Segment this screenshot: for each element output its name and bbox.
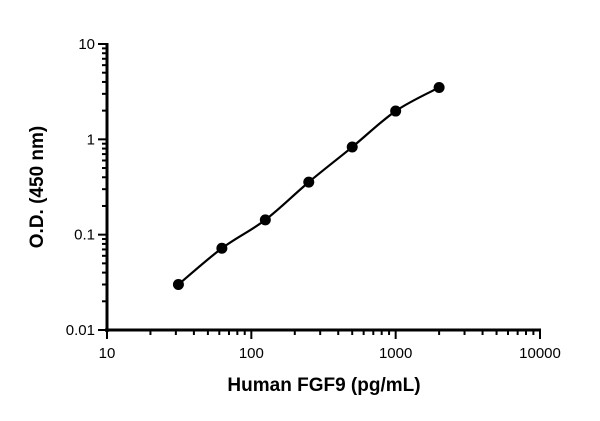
data-point bbox=[216, 242, 228, 254]
data-point bbox=[303, 176, 315, 188]
x-tick-label: 1000 bbox=[379, 345, 412, 362]
x-tick-label: 10000 bbox=[519, 345, 561, 362]
x-axis-title: Human FGF9 (pg/mL) bbox=[227, 375, 420, 396]
data-point bbox=[259, 214, 271, 226]
y-tick-label: 10 bbox=[78, 36, 95, 53]
y-tick-label: 0.1 bbox=[74, 227, 95, 244]
y-axis-title: O.D. (450 nm) bbox=[27, 126, 48, 248]
x-tick-label: 100 bbox=[239, 345, 264, 362]
data-point bbox=[172, 279, 184, 291]
y-tick-label: 0.01 bbox=[66, 322, 95, 339]
data-point bbox=[433, 81, 445, 93]
data-point bbox=[390, 105, 402, 117]
y-tick-label: 1 bbox=[87, 131, 95, 148]
x-tick-label: 10 bbox=[99, 345, 116, 362]
data-points bbox=[172, 81, 445, 291]
x-axis: 10 100 1000 10000 bbox=[99, 328, 561, 362]
data-point bbox=[346, 141, 358, 153]
y-axis: 0.01 0.1 1 10 bbox=[66, 36, 109, 339]
